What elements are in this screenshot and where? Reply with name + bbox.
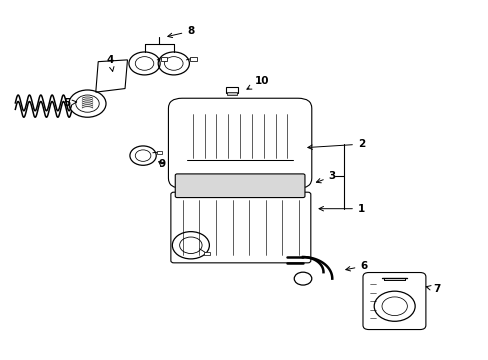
FancyBboxPatch shape	[170, 192, 310, 263]
Bar	[157, 150, 162, 154]
Text: 8: 8	[167, 26, 194, 37]
Text: 4: 4	[106, 55, 114, 71]
Text: 3: 3	[316, 171, 335, 183]
Text: 1: 1	[318, 204, 365, 214]
FancyBboxPatch shape	[362, 273, 425, 329]
Bar	[225, 87, 237, 93]
Bar	[190, 57, 196, 60]
Bar	[161, 57, 167, 60]
Text: 10: 10	[246, 76, 268, 89]
Text: 6: 6	[345, 261, 367, 271]
Text: 7: 7	[426, 284, 440, 294]
FancyBboxPatch shape	[168, 98, 311, 188]
Polygon shape	[96, 60, 127, 92]
Bar	[226, 92, 236, 95]
Bar	[203, 252, 209, 255]
Text: 2: 2	[307, 139, 365, 149]
Text: 9: 9	[158, 159, 165, 169]
FancyBboxPatch shape	[175, 174, 305, 198]
Text: 5: 5	[63, 98, 77, 108]
